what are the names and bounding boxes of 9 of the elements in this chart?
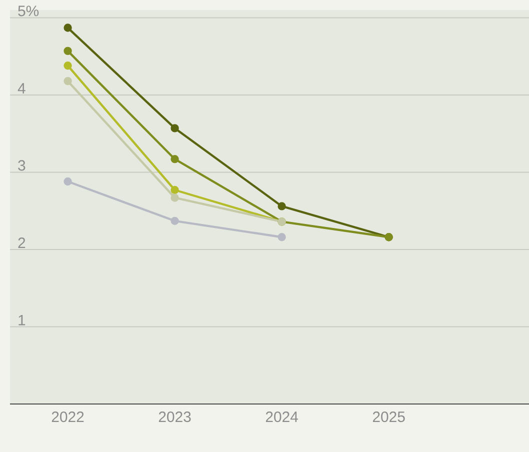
x-tick-label: 2023 [158, 412, 191, 422]
x-tick-label: 2025 [372, 412, 405, 422]
y-tick-label: 3 [18, 160, 26, 171]
y-tick-label: 4 [18, 83, 26, 94]
y-tick-label: 2 [18, 238, 26, 248]
y-tick-label: 5% [18, 6, 39, 16]
y-tick-label: 1 [18, 314, 26, 326]
x-tick-label: 2024 [266, 412, 298, 422]
x-tick-label: 2022 [52, 412, 84, 422]
